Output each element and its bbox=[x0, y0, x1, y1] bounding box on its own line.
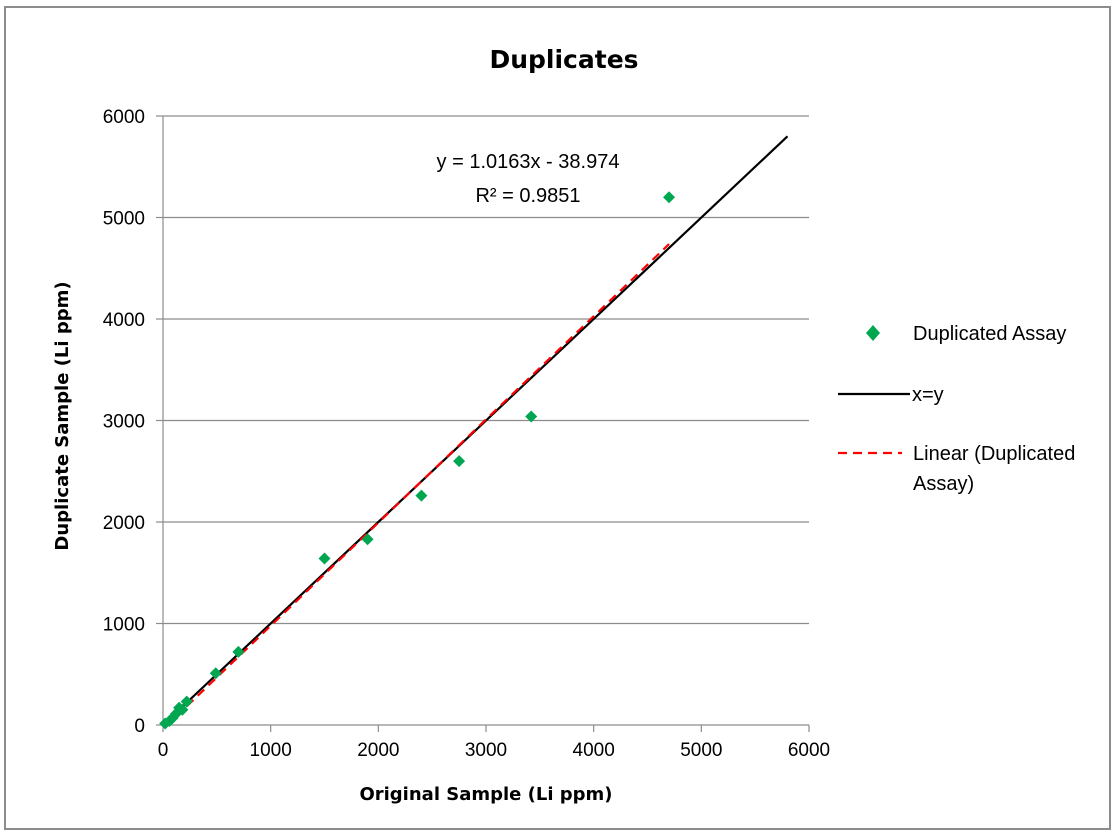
legend-label-duplicated-assay: Duplicated Assay bbox=[913, 323, 1066, 345]
y-tick-label: 0 bbox=[134, 716, 145, 737]
y-axis-title: Duplicate Sample (Li ppm) bbox=[52, 281, 73, 550]
x-tick-label: 0 bbox=[158, 740, 169, 761]
legend-label-linear-trend-line2: Assay) bbox=[913, 473, 974, 495]
legend-label-x-equals-y: x=y bbox=[912, 384, 944, 406]
series-lines bbox=[162, 135, 789, 728]
y-tick-label: 1000 bbox=[103, 615, 145, 636]
data-point bbox=[453, 455, 466, 468]
data-point bbox=[180, 695, 193, 708]
x-tick-label: 3000 bbox=[465, 740, 507, 761]
data-point bbox=[415, 489, 428, 502]
x-tick-label: 2000 bbox=[357, 740, 399, 761]
x-tick-label: 4000 bbox=[573, 740, 615, 761]
data-point bbox=[663, 191, 676, 204]
y-tick-label: 3000 bbox=[103, 412, 145, 433]
chart-frame bbox=[4, 6, 1111, 830]
r-squared-label: R² = 0.9851 bbox=[475, 185, 580, 207]
x-tick-label: 1000 bbox=[250, 740, 292, 761]
x-axis-title: Original Sample (Li ppm) bbox=[359, 784, 612, 805]
series-line-linear-duplicated-assay bbox=[164, 243, 670, 728]
data-point bbox=[525, 410, 538, 423]
y-tick-label: 4000 bbox=[103, 310, 145, 331]
data-point bbox=[232, 645, 245, 658]
data-point bbox=[318, 552, 331, 565]
data-point bbox=[209, 667, 222, 680]
legend-label-linear-trend-line1: Linear (Duplicated bbox=[913, 443, 1075, 465]
data-point bbox=[176, 703, 189, 716]
trendline-equation: y = 1.0163x - 38.974 bbox=[437, 151, 620, 173]
x-tick-label: 5000 bbox=[680, 740, 722, 761]
legend: Duplicated Assay x=y Linear (Duplicated … bbox=[838, 323, 1075, 495]
y-tick-label: 5000 bbox=[103, 209, 145, 230]
data-point bbox=[361, 533, 374, 546]
x-tick-label: 6000 bbox=[788, 740, 830, 761]
axes: 0 1000 2000 3000 4000 5000 6000 0 1000 2000 3000 40… bbox=[103, 107, 830, 761]
chart-title: Duplicates bbox=[489, 45, 638, 74]
y-tick-label: 2000 bbox=[103, 513, 145, 534]
series-points bbox=[159, 191, 676, 730]
y-tick-label: 6000 bbox=[103, 107, 145, 128]
legend-diamond-marker bbox=[866, 325, 880, 341]
